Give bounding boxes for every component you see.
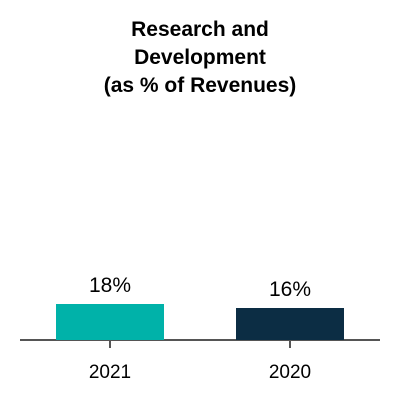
bar-2021 xyxy=(56,304,164,340)
x-tick-label-2020: 2020 xyxy=(269,362,311,383)
chart-title: Research and Development (as % of Revenu… xyxy=(0,16,400,100)
chart-title-line-1: Research and xyxy=(131,18,269,41)
data-label-2021: 18% xyxy=(89,274,131,297)
bar-2020 xyxy=(236,308,344,340)
x-tick-label-2021: 2021 xyxy=(89,362,131,383)
chart-title-line-3: (as % of Revenues) xyxy=(103,74,297,97)
data-label-2020: 16% xyxy=(269,278,311,301)
chart-title-line-2: Development xyxy=(134,46,266,69)
